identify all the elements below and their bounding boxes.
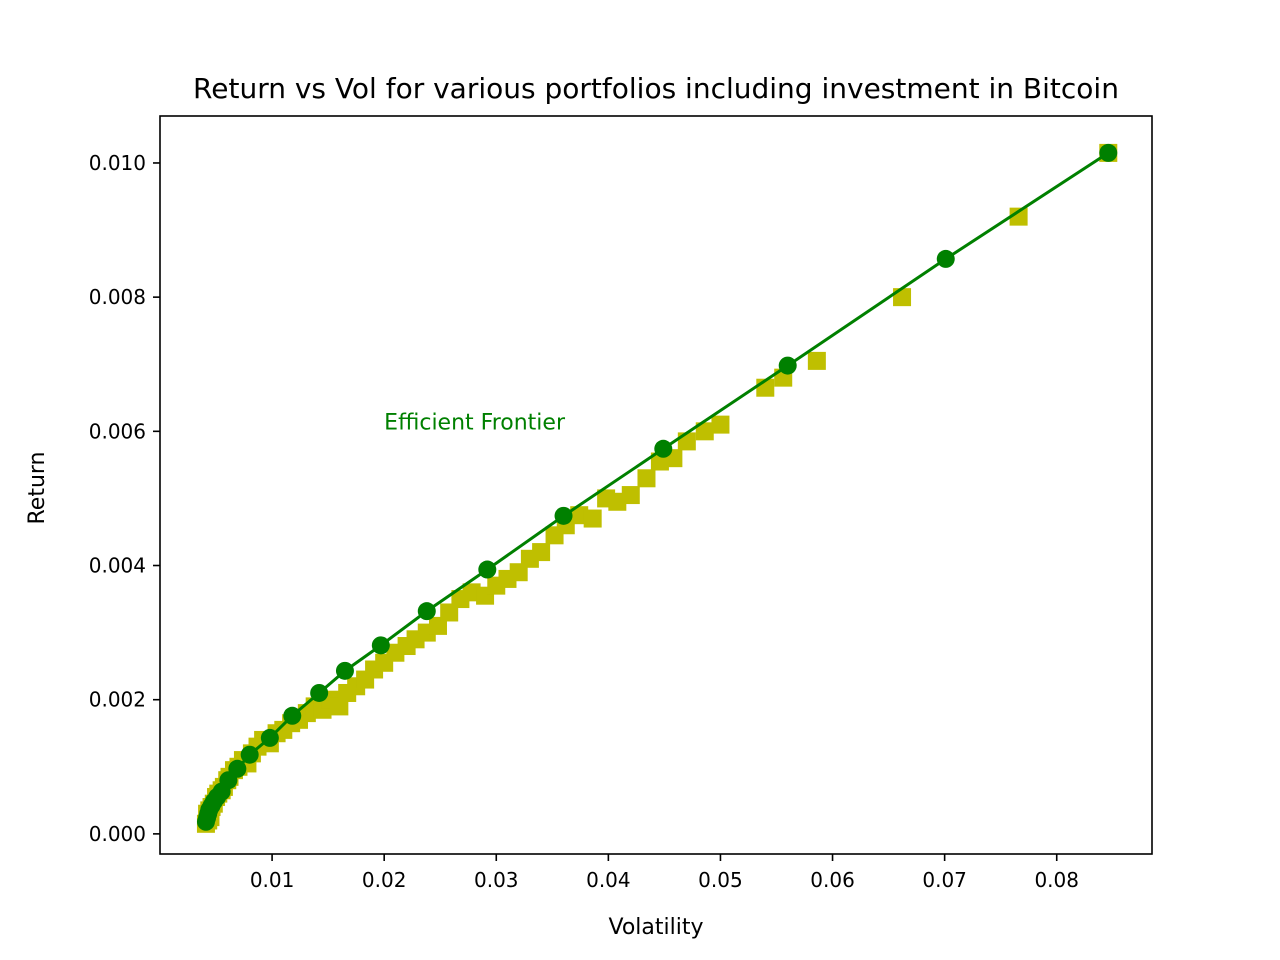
y-tick-label: 0.002 xyxy=(89,688,146,712)
frontier-point xyxy=(936,249,955,268)
x-tick-label: 0.05 xyxy=(698,868,743,892)
portfolio-point xyxy=(532,543,551,562)
plot-inner: Efficient Frontier xyxy=(196,143,1118,833)
y-tick-label: 0.004 xyxy=(89,554,146,578)
frontier-point xyxy=(417,602,436,621)
y-axis-title: Return xyxy=(25,451,50,524)
frontier-point xyxy=(228,759,247,778)
portfolio-point xyxy=(695,422,714,441)
x-tick-label: 0.08 xyxy=(1034,868,1079,892)
plot-area: Efficient Frontier xyxy=(196,143,1118,833)
frontier-point xyxy=(778,356,797,375)
portfolio-point xyxy=(637,469,656,488)
frontier-point xyxy=(654,439,673,458)
y-tick-label: 0.006 xyxy=(89,419,146,443)
frontier-point xyxy=(1099,143,1118,162)
frontier-point xyxy=(478,560,497,579)
x-tick-label: 0.01 xyxy=(250,868,295,892)
frontier-point xyxy=(283,706,302,725)
x-tick-label: 0.04 xyxy=(586,868,631,892)
frontier-point xyxy=(554,506,573,525)
axes: 0.01 0.02 0.03 0.04 0.05 0.06 0.07 0.08 0.000 0.0… xyxy=(89,115,1153,892)
x-tick-label: 0.07 xyxy=(922,868,967,892)
axes-frame xyxy=(159,115,1153,855)
x-axis-title: Volatility xyxy=(608,915,703,940)
portfolio-point xyxy=(893,288,912,307)
frontier-point xyxy=(240,745,259,764)
frontier-point xyxy=(335,661,354,680)
frontier-point xyxy=(310,683,329,702)
portfolio-point xyxy=(677,432,696,451)
x-tick-label: 0.02 xyxy=(362,868,407,892)
y-tick-label: 0.008 xyxy=(89,285,146,309)
y-tick-label: 0.000 xyxy=(89,822,146,846)
portfolio-point xyxy=(807,351,826,370)
y-tick-label: 0.010 xyxy=(89,151,146,175)
chart-title: Return vs Vol for various portfolios inc… xyxy=(193,72,1119,105)
portfolio-point xyxy=(711,415,730,434)
annotation-label: Efficient Frontier xyxy=(384,410,566,435)
portfolio-point xyxy=(621,486,640,505)
x-tick-label: 0.03 xyxy=(474,868,519,892)
portfolio-point xyxy=(1009,207,1028,226)
x-tick-label: 0.06 xyxy=(810,868,855,892)
frontier-point xyxy=(371,636,390,655)
frontier-point xyxy=(260,728,279,747)
portfolio-point xyxy=(583,509,602,528)
